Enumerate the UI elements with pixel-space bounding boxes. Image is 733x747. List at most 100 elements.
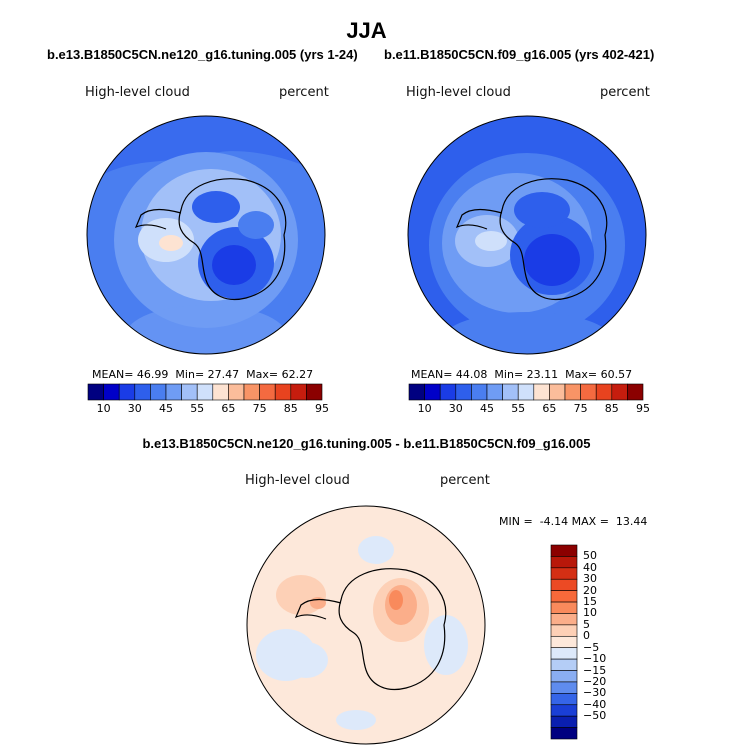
panel1-min-label: Min= [175,368,205,381]
panel3-colorbar-box [550,727,578,740]
panel3-colorbar-tick-label: 20 [583,583,597,597]
panel1-colorbar-box [150,383,167,401]
panel1-colorbar-box [212,383,229,401]
panel3-colorbar-tick-label: −30 [583,686,607,700]
panel1-units-label: percent [279,85,329,100]
panel1-colorbar-box [181,383,198,401]
panel2-min-label: Min= [494,368,524,381]
panel1-colorbar-box [306,383,323,401]
panel2-colorbar-tick-label: 85 [604,402,619,415]
panel2-colorbar-box [424,383,441,401]
panel1-colorbar-box [290,383,307,401]
panel3-colorbar-box [550,544,578,557]
panel3-colorbar-box [550,647,578,660]
panel3-units-label: percent [440,473,490,488]
panel3-colorbar-box [550,693,578,706]
panel2-max-value: 60.57 [600,368,633,381]
panel1-colorbar-box [103,383,120,401]
diff-case-title: b.e13.B1850C5CN.ne120_g16.tuning.005 - b… [142,436,591,451]
panel2-colorbar-box [455,383,472,401]
panel1-case-title: b.e13.B1850C5CN.ne120_g16.tuning.005 (yr… [47,47,358,62]
panel2-colorbar-tick-label: 65 [542,402,557,415]
panel3-colorbar-box [550,658,578,671]
panel1-colorbar-tick-label: 85 [283,402,298,415]
panel2-colorbar-box [439,383,457,401]
panel3-colorbar-box [550,613,578,626]
panel2-min-value: 23.11 [526,368,559,381]
panel3-stats: MIN = -4.14 MAX = 13.44 [499,515,647,528]
panel3-colorbar-tick-label: 40 [583,560,597,574]
panel3-colorbar-tick-label: 30 [583,572,597,586]
panel3-colorbar-tick-label: −20 [583,674,607,688]
panel3-colorbar-tick-label: −10 [583,652,607,666]
panel2-colorbar-tick-label: 30 [448,402,463,415]
panel1-colorbar-tick-label: 30 [127,402,142,415]
panel2-colorbar-box [595,383,613,401]
panel3-colorbar-box [550,556,578,569]
panel3-colorbar-tick-label: −5 [583,640,600,654]
panel3-colorbar-tick-label: −50 [583,709,607,723]
panel1-colorbar-tick-label: 45 [159,402,173,415]
panel2-units-label: percent [600,85,650,100]
panel1-colorbar-box [118,383,136,401]
panel1-mean-label: MEAN= [92,368,134,381]
panel3-colorbar-box [550,567,578,580]
panel2-colorbar-tick-label: 55 [511,402,526,415]
panel2-colorbar-tick-label: 45 [480,402,494,415]
panel1-colorbar-box [134,383,151,401]
panel2-colorbar-box [502,383,519,401]
panel3-colorbar-ticks: 50 40 30 20 15 10 5 0 −5 −10 −15 −20 −30 −40 −50 [583,545,623,739]
panel3-colorbar-box [550,601,578,614]
panel1-variable-label: High-level cloud [85,85,190,100]
panel2-colorbar-ticks: 10 30 45 55 65 75 85 95 [409,402,650,416]
panel1-colorbar-tick-label: 95 [315,402,329,415]
panel2-colorbar-box [549,383,566,401]
panel2-mean-label: MEAN= [411,368,453,381]
panel1-colorbar-box [274,383,292,401]
panel2-case-title: b.e11.B1850C5CN.f09_g16.005 (yrs 402-421… [384,47,655,62]
panel3-colorbar-tick-label: −40 [583,697,607,711]
panel2-colorbar-box [533,383,550,401]
panel1-max-label: Max= [246,368,279,381]
panel2-colorbar-box [486,383,503,401]
panel3-variable-label: High-level cloud [245,473,350,488]
panel2-stats: MEAN= 44.08 Min= 23.11 Max= 60.57 [411,368,632,381]
panel1-colorbar-ticks: 10 30 45 55 65 75 85 95 [88,402,329,416]
panel2-colorbar [408,383,644,401]
panel2-colorbar-box [517,383,535,401]
panel3-colorbar-tick-label: 15 [583,595,597,609]
panel3-colorbar-box [550,578,578,591]
panel3-colorbar-tick-label: 0 [583,629,590,643]
panel3-colorbar-box [550,590,578,603]
panel1-max-value: 62.27 [281,368,314,381]
panel1-colorbar-box [228,383,245,401]
panel3-colorbar-tick-label: −15 [583,663,607,677]
panel2-colorbar-box [471,383,488,401]
panel3-colorbar-box [550,704,578,717]
panel2-colorbar-box [627,383,644,401]
panel3-colorbar-box [550,715,578,728]
panel1-colorbar-box [196,383,214,401]
panel2-colorbar-tick-label: 95 [636,402,650,415]
panel2-variable-label: High-level cloud [406,85,511,100]
panel2-max-label: Max= [565,368,598,381]
panel3-colorbar-tick-label: 10 [583,606,597,620]
panel1-colorbar-box [259,383,276,401]
panel3-min-label: MIN = [499,515,533,528]
panel3-min-value: -4.14 [539,515,569,528]
panel2-mean-value: 44.08 [455,368,488,381]
panel3-map [246,505,486,745]
panel2-colorbar-tick-label: 10 [417,402,432,415]
panel1-colorbar [87,383,323,401]
panel1-map [86,115,326,355]
panel3-max-value: 13.44 [615,515,648,528]
panel1-colorbar-tick-label: 10 [96,402,111,415]
panel1-colorbar-tick-label: 55 [190,402,205,415]
panel3-colorbar-tick-label: 5 [583,617,590,631]
panel2-colorbar-box [611,383,628,401]
panel3-colorbar-box [550,670,578,683]
panel3-colorbar [550,544,578,740]
panel1-colorbar-box [243,383,260,401]
panel2-colorbar-box [580,383,597,401]
panel1-colorbar-box [87,383,104,401]
